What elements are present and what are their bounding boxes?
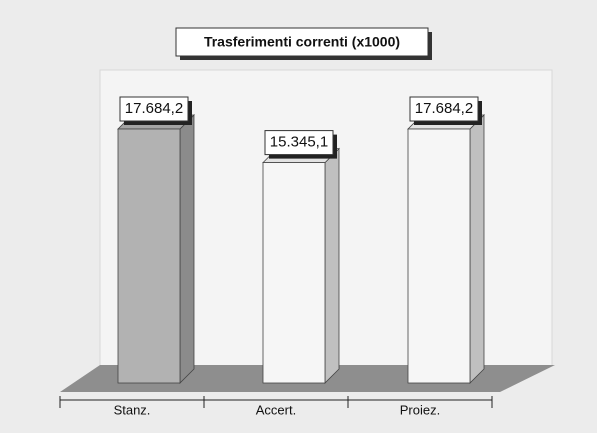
bar <box>407 128 471 384</box>
bar <box>117 128 181 384</box>
chart-title: Trasferimenti correnti (x1000) <box>204 34 400 50</box>
bar-side <box>469 114 485 384</box>
bar-side <box>324 147 340 384</box>
value-label-box <box>409 96 479 122</box>
x-tick-label: Proiez. <box>400 402 440 417</box>
x-tick-label: Accert. <box>256 402 296 417</box>
value-label-box <box>264 130 334 156</box>
value-label: 15.345,1 <box>270 134 328 151</box>
x-tick-label: Stanz. <box>114 402 151 417</box>
title-box <box>175 27 429 57</box>
value-label: 17.684,2 <box>125 100 183 117</box>
value-label: 17.684,2 <box>415 100 473 117</box>
bar-side <box>179 114 195 384</box>
bar <box>262 162 326 384</box>
value-label-box <box>119 96 189 122</box>
